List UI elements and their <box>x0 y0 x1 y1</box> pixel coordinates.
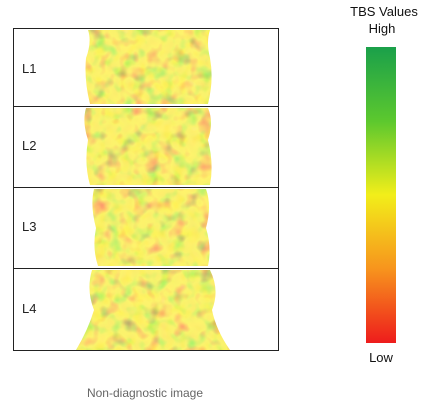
legend-high: High <box>369 21 396 36</box>
legend-low: Low <box>369 350 393 365</box>
tbs-report: L1 L2 L3 L4 TBS Values High Low Non-diag… <box>0 0 441 407</box>
vertebra-label: L3 <box>22 219 36 234</box>
vertebra-label: L1 <box>22 61 36 76</box>
caption: Non-diagnostic image <box>87 386 203 400</box>
vertebra-label: L2 <box>22 138 36 153</box>
color-scale <box>366 47 396 343</box>
legend-title: TBS Values <box>350 4 418 19</box>
vertebra-texture <box>76 30 230 350</box>
vertebra-label: L4 <box>22 301 36 316</box>
